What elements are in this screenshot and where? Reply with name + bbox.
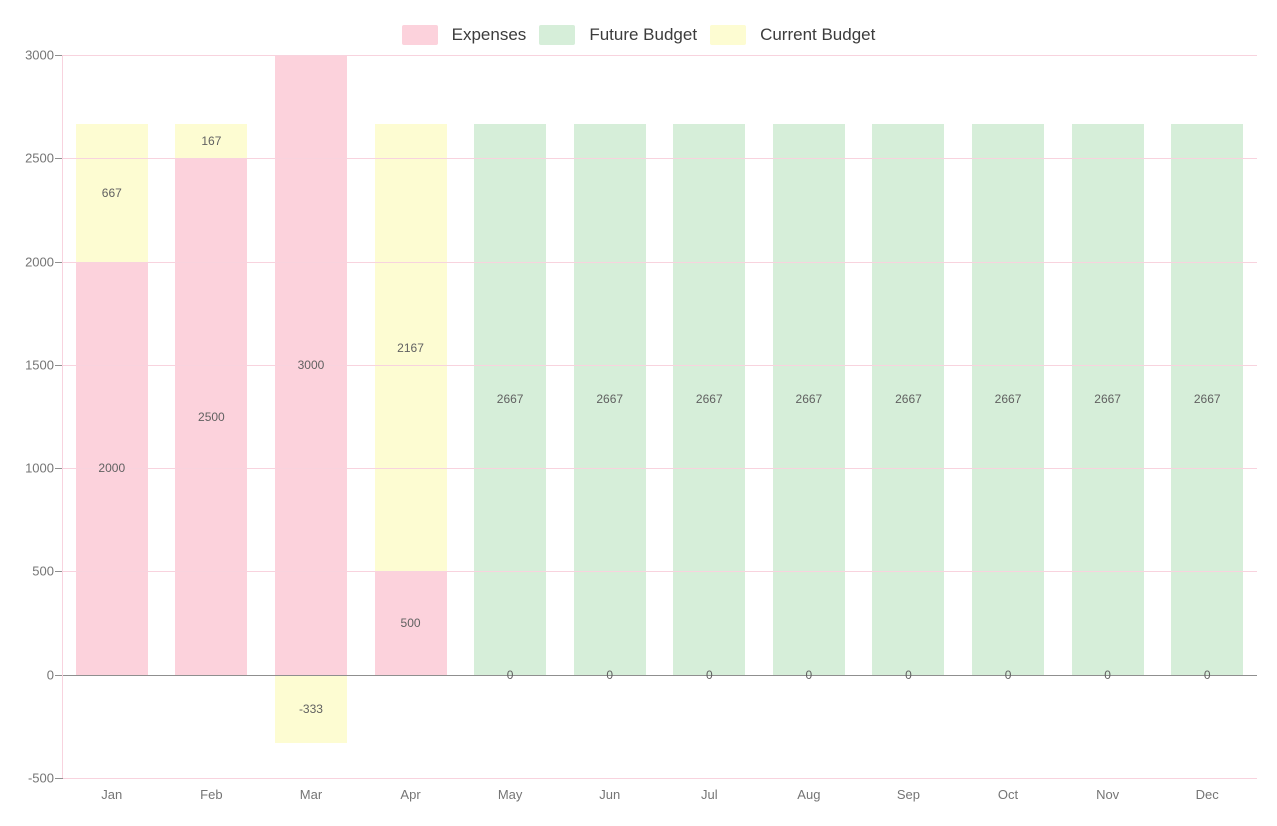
legend-label-current-budget: Current Budget [760, 25, 876, 44]
bar-segment-current-budget-feb[interactable] [175, 123, 248, 159]
x-axis-label: Oct [997, 787, 1019, 802]
x-axis-label: Dec [1195, 787, 1219, 802]
legend-item-expenses[interactable]: Expenses [401, 25, 527, 45]
legend-item-future-budget[interactable]: Future Budget [539, 25, 697, 45]
y-axis-label: 1500 [25, 357, 54, 373]
y-axis-label: -500 [27, 770, 54, 786]
bar-segment-future-budget-nov[interactable] [1071, 123, 1144, 675]
current-budget-swatch-icon [710, 25, 747, 45]
x-axis-label: Jun [599, 787, 621, 802]
bar-segment-future-budget-jul[interactable] [673, 123, 746, 675]
x-axis-label: Sep [896, 787, 921, 802]
x-axis-label: Aug [797, 787, 821, 802]
bar-segment-future-budget-oct[interactable] [972, 123, 1045, 675]
bar-segment-future-budget-jun[interactable] [573, 123, 646, 675]
y-axis-tick [55, 364, 63, 366]
y-axis-tick [55, 55, 63, 56]
y-axis-tick [55, 778, 63, 779]
y-axis-label: 0 [46, 667, 54, 683]
bar-segment-future-budget-dec[interactable] [1171, 123, 1244, 675]
bar-segment-expenses-apr[interactable] [374, 571, 447, 675]
x-axis-label: Jul [700, 787, 718, 802]
x-axis-label: Jan [101, 787, 123, 802]
gridline [62, 778, 1257, 779]
y-axis-line [62, 55, 63, 778]
bar-segment-current-budget-apr[interactable] [374, 123, 447, 572]
legend-item-current-budget[interactable]: Current Budget [710, 25, 875, 45]
bar-segment-current-budget-jan[interactable] [75, 123, 148, 262]
bar-segment-current-budget-mar[interactable] [274, 674, 347, 744]
x-axis-label: Apr [400, 787, 421, 802]
bar-segment-expenses-mar[interactable] [274, 55, 347, 675]
bar-segment-expenses-feb[interactable] [175, 158, 248, 675]
y-axis-label: 1000 [25, 460, 54, 476]
x-axis-label: May [497, 787, 523, 802]
bar-segment-expenses-jan[interactable] [75, 261, 148, 675]
y-axis-label: 2000 [25, 254, 54, 270]
chart-legend: Expenses Future Budget Current Budget [0, 23, 1277, 47]
y-axis-tick [55, 468, 63, 470]
x-axis-label: Mar [299, 787, 323, 802]
bar-segment-future-budget-may[interactable] [474, 123, 547, 675]
y-axis-label: 3000 [25, 47, 54, 63]
bar-segment-future-budget-aug[interactable] [772, 123, 845, 675]
bar-segment-future-budget-sep[interactable] [872, 123, 945, 675]
gridline [62, 55, 1257, 56]
legend-label-future-budget: Future Budget [589, 25, 698, 44]
y-axis-label: 500 [32, 563, 54, 579]
y-axis-label: 2500 [25, 150, 54, 166]
y-axis-tick [55, 158, 63, 160]
zero-line [62, 674, 1257, 676]
x-axis-label: Nov [1096, 787, 1120, 802]
expenses-swatch-icon [401, 25, 438, 45]
x-axis-label: Feb [200, 787, 223, 802]
y-axis-tick [55, 674, 63, 676]
legend-label-expenses: Expenses [451, 25, 527, 44]
y-axis-tick [55, 261, 63, 263]
y-axis-tick [55, 571, 63, 573]
future-budget-swatch-icon [539, 25, 576, 45]
